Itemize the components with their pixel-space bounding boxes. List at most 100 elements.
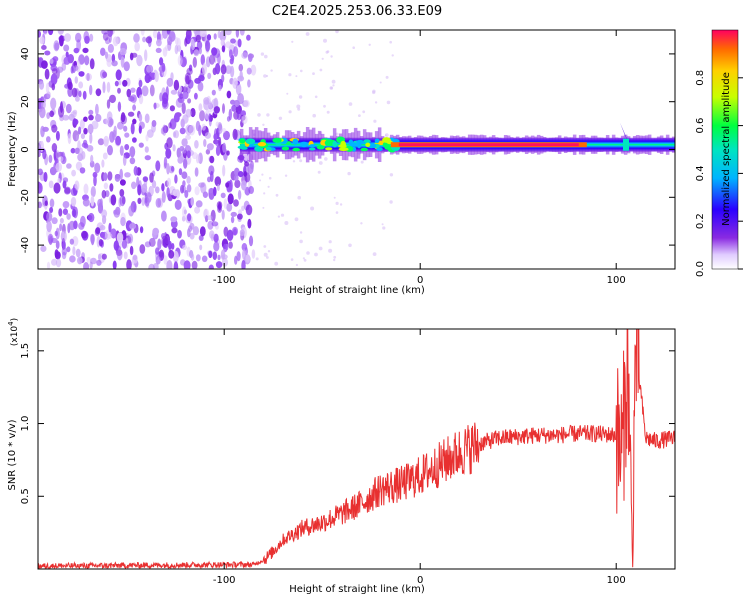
y-tick-label: -40 [20,237,31,253]
noise-point [237,38,242,48]
noise-point-faint [299,239,303,244]
noise-point-faint [297,195,302,200]
noise-point [148,263,155,269]
noise-point [55,162,62,172]
noise-point [61,247,68,256]
noise-point [124,132,130,138]
noise-point [101,189,107,199]
noise-point [181,171,188,179]
noise-point [174,174,178,184]
noise-point [205,40,211,52]
noise-point [54,42,60,51]
noise-point [72,246,76,256]
noise-point-faint [257,113,261,117]
snr-frame [37,328,676,570]
band-spike-core [623,138,629,151]
noise-point [129,245,134,256]
noise-point [39,106,46,119]
noise-point [142,36,147,43]
noise-point-faint [302,257,305,260]
noise-point [213,241,220,252]
noise-point [155,198,162,208]
noise-point [84,55,90,66]
noise-point [63,56,71,65]
noise-point [44,50,51,56]
noise-point [178,168,183,176]
noise-point [128,205,135,217]
noise-point [205,149,211,155]
noise-point [198,47,202,55]
band-blob [237,145,246,149]
noise-point [230,99,236,105]
noise-point [223,243,228,253]
noise-point [119,195,126,207]
noise-point [194,140,199,149]
noise-point-faint [339,203,343,206]
band-blob [325,147,333,151]
noise-point [119,47,127,56]
noise-point [171,227,178,234]
noise-point [90,154,94,164]
noise-point [48,180,54,189]
noise-point [191,260,198,269]
noise-point [55,227,60,240]
x-tick-label: -100 [213,575,236,586]
spectrogram-panel: -100 0 100 -40 -20 0 20 40 Height of straight … [7,29,743,296]
noise-point [132,137,137,143]
noise-point [181,138,188,147]
noise-point-faint [294,217,299,222]
noise-point [128,233,134,244]
noise-point [151,180,157,189]
noise-point-faint [360,160,364,164]
noise-point [42,96,47,103]
noise-point [46,112,51,119]
snr-multiplier: (x104) [7,318,20,346]
noise-point [172,144,176,152]
x-tick-label: 0 [417,275,423,286]
noise-point [166,260,173,269]
noise-point [233,199,239,207]
noise-point [211,89,216,96]
snr-series-line [38,329,675,569]
noise-point [221,258,228,267]
noise-point [166,137,173,149]
noise-point [221,209,225,220]
band-blob [338,147,349,152]
noise-point [99,224,106,231]
noise-point [105,117,109,126]
snr-y-label: SNR (10 * v/v) [7,419,18,490]
noise-point [107,171,113,181]
noise-point-faint [284,174,288,177]
band-blob [363,139,371,144]
noise-point [172,250,179,263]
noise-point [93,174,97,187]
noise-point [192,56,197,68]
noise-point [245,254,250,263]
noise-point [227,193,234,205]
noise-point [223,198,228,210]
noise-point-faint [368,43,371,46]
noise-point [212,251,218,260]
noise-point [209,230,215,239]
noise-point [50,73,58,85]
noise-point [78,71,85,77]
noise-point [159,57,164,66]
noise-point [186,150,191,159]
noise-point [102,152,108,160]
noise-point [94,162,101,174]
noise-point-faint [381,223,384,226]
noise-point [155,186,160,194]
noise-point [62,114,70,121]
noise-point [104,51,109,59]
noise-point-faint [262,123,265,127]
noise-point-faint [277,215,280,218]
noise-point [83,183,89,195]
noise-point [91,120,99,130]
noise-point [82,47,89,54]
noise-point [123,251,128,260]
snr-multiplier-close: ) [10,318,20,322]
noise-point-faint [310,206,315,211]
noise-point [197,81,204,92]
noise-point [146,192,152,203]
noise-point [95,227,101,235]
